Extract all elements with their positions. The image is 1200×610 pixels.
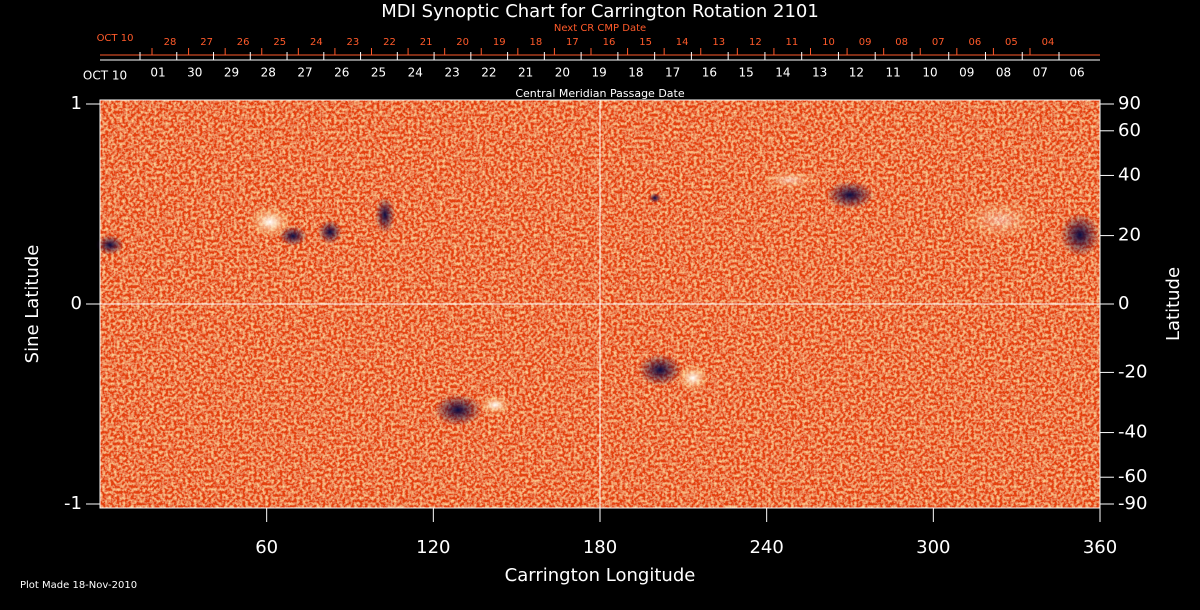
- next-date-label: 27: [200, 37, 213, 48]
- cmp-date-label: 10: [922, 66, 937, 80]
- cmp-date-label: 24: [408, 66, 423, 80]
- cmp-axis-label: Central Meridian Passage Date: [515, 87, 684, 100]
- x-tick-label: 180: [583, 537, 617, 558]
- cmp-date-label: 09: [959, 66, 974, 80]
- y2-tick-label: 90: [1118, 93, 1141, 114]
- active-region: [479, 395, 511, 415]
- cmp-date-label: 18: [628, 66, 643, 80]
- cmp-date-label: 15: [739, 66, 754, 80]
- cmp-date-label: 20: [555, 66, 570, 80]
- active-region: [826, 181, 874, 209]
- active-region: [960, 200, 1040, 240]
- cmp-date-label: 28: [261, 66, 276, 80]
- next-date-label: 15: [639, 37, 652, 48]
- cmp-date-label: 27: [297, 66, 312, 80]
- y-axis-title: Sine Latitude: [22, 245, 43, 364]
- y2-tick-label: -40: [1118, 422, 1147, 443]
- cmp-date-label: 17: [665, 66, 680, 80]
- y2-tick-label: -60: [1118, 466, 1147, 487]
- cmp-date-label: 21: [518, 66, 533, 80]
- cmp-date-label: 26: [334, 66, 349, 80]
- active-region: [434, 394, 482, 426]
- y2-tick-label: -90: [1118, 493, 1147, 514]
- next-date-label: 10: [822, 37, 835, 48]
- active-region: [1060, 213, 1100, 257]
- active-region: [649, 193, 661, 203]
- y-tick-label: -1: [64, 493, 82, 514]
- cmp-date-label: 22: [481, 66, 496, 80]
- next-date-label: 24: [310, 37, 323, 48]
- chart-title: MDI Synoptic Chart for Carrington Rotati…: [381, 1, 819, 22]
- cmp-date-label: 23: [444, 66, 459, 80]
- cmp-date-label: 25: [371, 66, 386, 80]
- next-date-label: 20: [456, 37, 469, 48]
- next-date-label: 18: [529, 37, 542, 48]
- next-date-label: 26: [237, 37, 250, 48]
- x-tick-label: 300: [916, 537, 950, 558]
- x-tick-label: 120: [416, 537, 450, 558]
- next-date-label: 11: [786, 37, 799, 48]
- cmp-date-label: 01: [150, 66, 165, 80]
- next-date-label: 05: [1005, 37, 1018, 48]
- active-region: [677, 364, 709, 392]
- next-date-label: 23: [347, 37, 360, 48]
- y2-tick-label: 0: [1118, 293, 1129, 314]
- next-date-label: 17: [566, 37, 579, 48]
- y-tick-label: 1: [71, 93, 82, 114]
- active-region: [96, 235, 124, 255]
- active-region: [760, 170, 820, 190]
- cmp-date-label: 12: [849, 66, 864, 80]
- cmp-date-label: 13: [812, 66, 827, 80]
- active-region: [638, 354, 682, 386]
- x-tick-label: 360: [1083, 537, 1117, 558]
- next-date-label: 07: [932, 37, 945, 48]
- next-date-label: 08: [895, 37, 908, 48]
- cmp-start-label: OCT 10: [83, 69, 127, 83]
- next-date-label: 28: [164, 37, 177, 48]
- footnote: Plot Made 18-Nov-2010: [20, 580, 137, 591]
- next-date-label: 16: [603, 37, 616, 48]
- next-date-label: 06: [968, 37, 981, 48]
- next-date-label: 14: [676, 37, 689, 48]
- cmp-date-label: 08: [996, 66, 1011, 80]
- next-date-label: 22: [383, 37, 396, 48]
- y2-tick-label: 40: [1118, 164, 1141, 185]
- active-region: [375, 197, 395, 233]
- y2-tick-label: 20: [1118, 225, 1141, 246]
- cmp-date-label: 07: [1033, 66, 1048, 80]
- next-start-label: OCT 10: [97, 33, 134, 44]
- x-tick-label: 240: [749, 537, 783, 558]
- next-date-label: 13: [712, 37, 725, 48]
- next-date-label: 04: [1042, 37, 1055, 48]
- active-region: [248, 206, 292, 238]
- cmp-date-label: 11: [886, 66, 901, 80]
- x-axis-title: Carrington Longitude: [505, 565, 696, 586]
- next-date-label: 25: [273, 37, 286, 48]
- active-region: [318, 220, 342, 244]
- active-region: [279, 226, 307, 246]
- y2-axis-title: Latitude: [1163, 267, 1184, 341]
- cmp-date-label: 16: [702, 66, 717, 80]
- cmp-date-label: 19: [591, 66, 606, 80]
- next-date-label: 21: [420, 37, 433, 48]
- next-date-label: 09: [859, 37, 872, 48]
- next-date-label: 12: [749, 37, 762, 48]
- next-axis-label: Next CR CMP Date: [554, 23, 646, 34]
- y-tick-label: 0: [71, 293, 82, 314]
- y2-tick-label: 60: [1118, 120, 1141, 141]
- cmp-date-label: 30: [187, 66, 202, 80]
- cmp-date-label: 14: [775, 66, 790, 80]
- cmp-date-label: 06: [1069, 66, 1084, 80]
- next-date-label: 19: [493, 37, 506, 48]
- y2-tick-label: -20: [1118, 361, 1147, 382]
- cmp-date-label: 29: [224, 66, 239, 80]
- x-tick-label: 60: [255, 537, 278, 558]
